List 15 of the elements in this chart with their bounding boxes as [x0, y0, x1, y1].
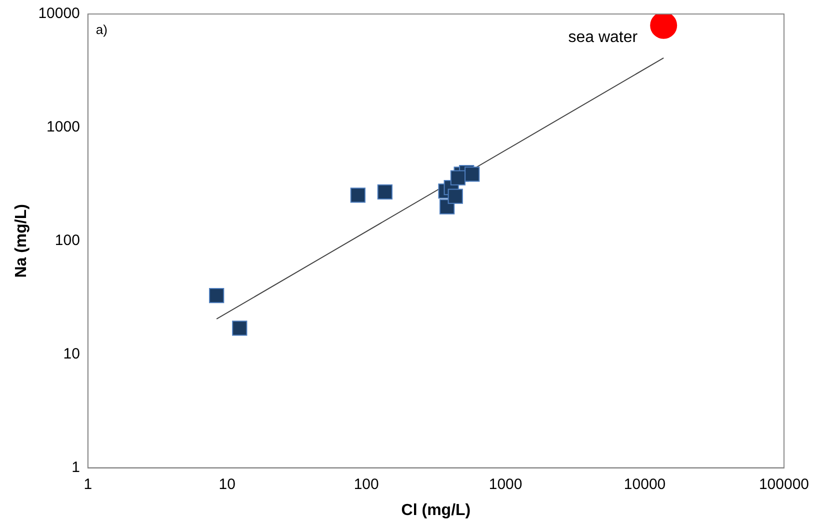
- y-tick-label: 10000: [38, 5, 80, 22]
- x-tick-label: 1000: [488, 476, 522, 493]
- y-tick-label: 10: [63, 345, 80, 362]
- x-tick-label: 10: [218, 476, 236, 493]
- x-tick-label: 100000: [758, 476, 810, 493]
- x-tick-label: 10000: [624, 476, 666, 493]
- y-tick-label: 1: [72, 458, 80, 476]
- y-axis-title: Na (mg/L): [13, 204, 30, 278]
- y-tick-label: 100: [54, 232, 80, 250]
- x-tick-label: 100: [354, 476, 379, 493]
- y-tick-label: 1000: [46, 118, 80, 136]
- x-tick-label: 1: [84, 476, 92, 493]
- annotation: a): [96, 22, 108, 38]
- series-label: sea water: [568, 28, 638, 46]
- x-axis-title: Cl (mg/L): [401, 502, 471, 519]
